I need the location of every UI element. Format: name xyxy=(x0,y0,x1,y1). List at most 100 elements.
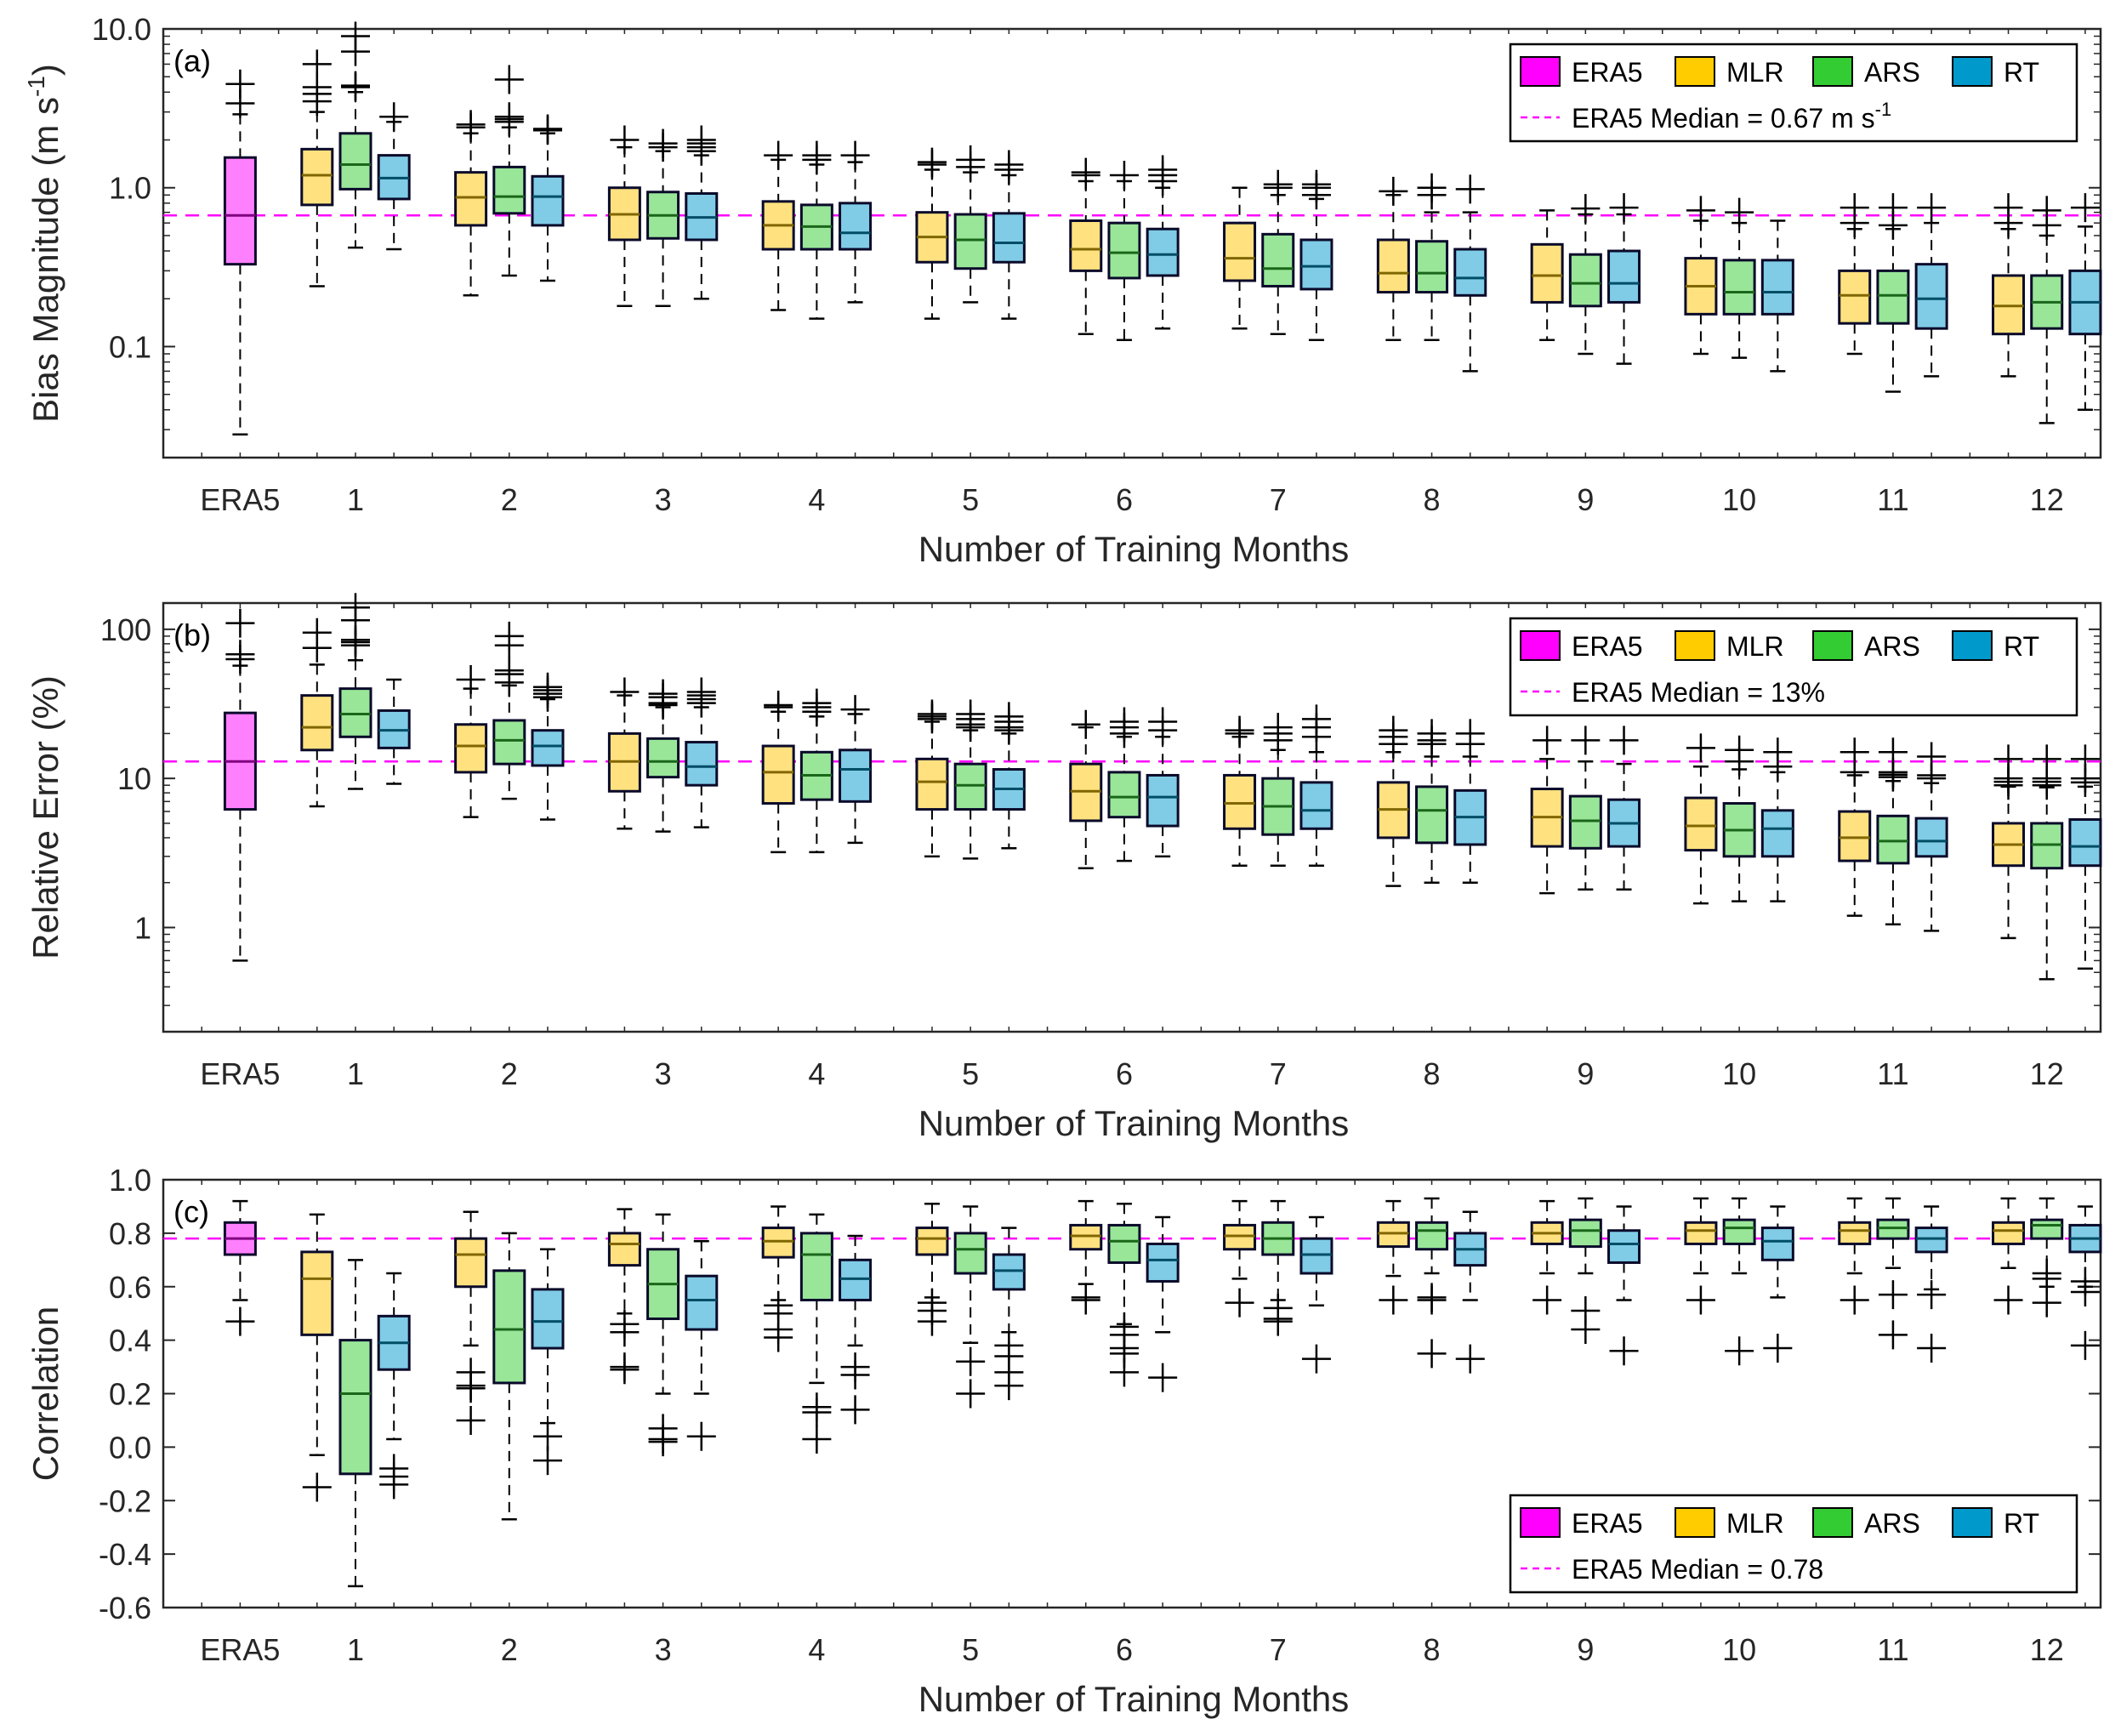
iqr-box xyxy=(1530,242,1564,304)
y-tick-label: -0.6 xyxy=(99,1591,151,1625)
outlier-marker xyxy=(1840,737,1869,767)
outlier-marker xyxy=(494,102,524,132)
outlier-marker xyxy=(1917,1334,1947,1363)
y-tick-label: -0.4 xyxy=(99,1537,151,1572)
legend-label-mlr: MLR xyxy=(1726,1508,1784,1539)
iqr-box xyxy=(1146,773,1180,828)
box-ars-9 xyxy=(1568,1197,1602,1345)
box-ars-1 xyxy=(338,1259,372,1588)
box-rt-6 xyxy=(1146,155,1180,330)
box-mlr-8 xyxy=(1376,176,1410,341)
outlier-marker xyxy=(956,1346,986,1376)
iqr-box xyxy=(1568,794,1602,850)
box-rt-12 xyxy=(2068,193,2102,412)
outlier-marker xyxy=(1993,1285,2023,1315)
box-mlr-3 xyxy=(607,125,641,308)
iqr-box xyxy=(454,1237,488,1289)
outlier-marker xyxy=(1071,1283,1100,1312)
legend: ERA5 MLR ARS RT ERA5 Median = 13% xyxy=(1509,617,2078,717)
x-tick-label: 8 xyxy=(1424,1056,1441,1091)
outlier-marker xyxy=(917,147,947,177)
box-rt-8 xyxy=(1453,174,1487,373)
outlier-marker xyxy=(456,1357,486,1387)
iqr-box xyxy=(1415,785,1449,845)
iqr-box xyxy=(300,1250,334,1336)
outlier-marker xyxy=(1071,157,1100,187)
y-tick-label: 0.1 xyxy=(109,329,151,364)
iqr-box xyxy=(1107,221,1141,280)
outlier-marker xyxy=(1571,194,1601,224)
legend-median-text: ERA5 Median = 0.78 xyxy=(1572,1554,1823,1585)
box-mlr-2 xyxy=(454,110,488,297)
y-tick-label: 0.2 xyxy=(109,1377,151,1412)
outlier-marker xyxy=(2032,196,2061,225)
box-mlr-7 xyxy=(1223,715,1257,867)
box-ars-2 xyxy=(492,65,526,277)
iqr-box xyxy=(1876,814,1910,865)
x-tick-label: 7 xyxy=(1270,1056,1287,1091)
outlier-marker xyxy=(1532,1285,1562,1315)
box-mlr-4 xyxy=(761,140,795,311)
box-era5 xyxy=(223,1199,257,1336)
outlier-marker xyxy=(1109,160,1139,190)
y-tick-label: 10.0 xyxy=(92,12,151,47)
box-ars-2 xyxy=(492,621,526,800)
box-rt-3 xyxy=(685,125,719,300)
outlier-marker xyxy=(1225,715,1254,745)
box-rt-10 xyxy=(1760,219,1794,373)
outlier-marker xyxy=(340,21,370,51)
outlier-marker xyxy=(494,621,524,651)
legend-median-label: ERA5 Median = 13% xyxy=(1572,677,1825,708)
outlier-marker xyxy=(1532,726,1562,755)
outlier-marker xyxy=(532,672,562,702)
iqr-box xyxy=(300,694,334,752)
outlier-marker xyxy=(1379,715,1408,745)
outlier-marker xyxy=(1725,735,1754,765)
box-rt-11 xyxy=(1914,193,1948,378)
iqr-box xyxy=(1914,263,1948,330)
outlier-marker xyxy=(1917,1280,1947,1310)
legend-swatch-era5 xyxy=(1520,56,1561,87)
iqr-box xyxy=(338,687,372,738)
box-ars-7 xyxy=(1261,169,1295,335)
box-rt-2 xyxy=(531,114,565,282)
iqr-box xyxy=(454,723,488,774)
outlier-marker xyxy=(1571,726,1601,755)
x-tick-label: 10 xyxy=(1722,1056,1756,1091)
legend-label-mlr: MLR xyxy=(1726,631,1784,662)
box-mlr-5 xyxy=(915,147,949,320)
x-tick-label: 2 xyxy=(501,1056,518,1091)
outlier-marker xyxy=(1455,719,1485,748)
iqr-box xyxy=(761,744,795,805)
iqr-box xyxy=(2068,818,2102,868)
box-rt-1 xyxy=(377,102,411,251)
box-rt-11 xyxy=(1914,1205,1948,1363)
outlier-marker xyxy=(1109,707,1139,737)
outlier-marker xyxy=(610,125,640,155)
outlier-marker xyxy=(1917,742,1947,771)
box-mlr-12 xyxy=(1992,1197,2026,1315)
box-ars-10 xyxy=(1722,735,1756,902)
iqr-box xyxy=(1299,238,1333,291)
y-tick-label: 1.0 xyxy=(109,1163,151,1198)
outlier-marker xyxy=(764,691,793,720)
panel-label: (b) xyxy=(173,618,211,652)
iqr-box xyxy=(1876,269,1910,325)
box-ars-4 xyxy=(799,688,833,854)
box-ars-7 xyxy=(1261,1199,1295,1336)
legend-median-label: ERA5 Median = 0.67 m s-1 xyxy=(1572,99,1891,134)
x-tick-label: 6 xyxy=(1116,482,1133,517)
outlier-marker xyxy=(1609,726,1639,755)
iqr-box xyxy=(1223,221,1257,282)
x-tick-label: 4 xyxy=(808,1056,825,1091)
iqr-box xyxy=(839,1258,873,1301)
iqr-box xyxy=(992,1253,1026,1291)
box-ars-10 xyxy=(1722,1197,1756,1366)
x-tick-label: ERA5 xyxy=(200,1056,280,1091)
iqr-box xyxy=(1876,1218,1910,1240)
box-mlr-10 xyxy=(1684,733,1718,905)
outlier-marker xyxy=(225,1306,255,1336)
box-mlr-1 xyxy=(300,618,334,808)
box-mlr-1 xyxy=(300,49,334,287)
outlier-marker xyxy=(1301,1344,1331,1374)
